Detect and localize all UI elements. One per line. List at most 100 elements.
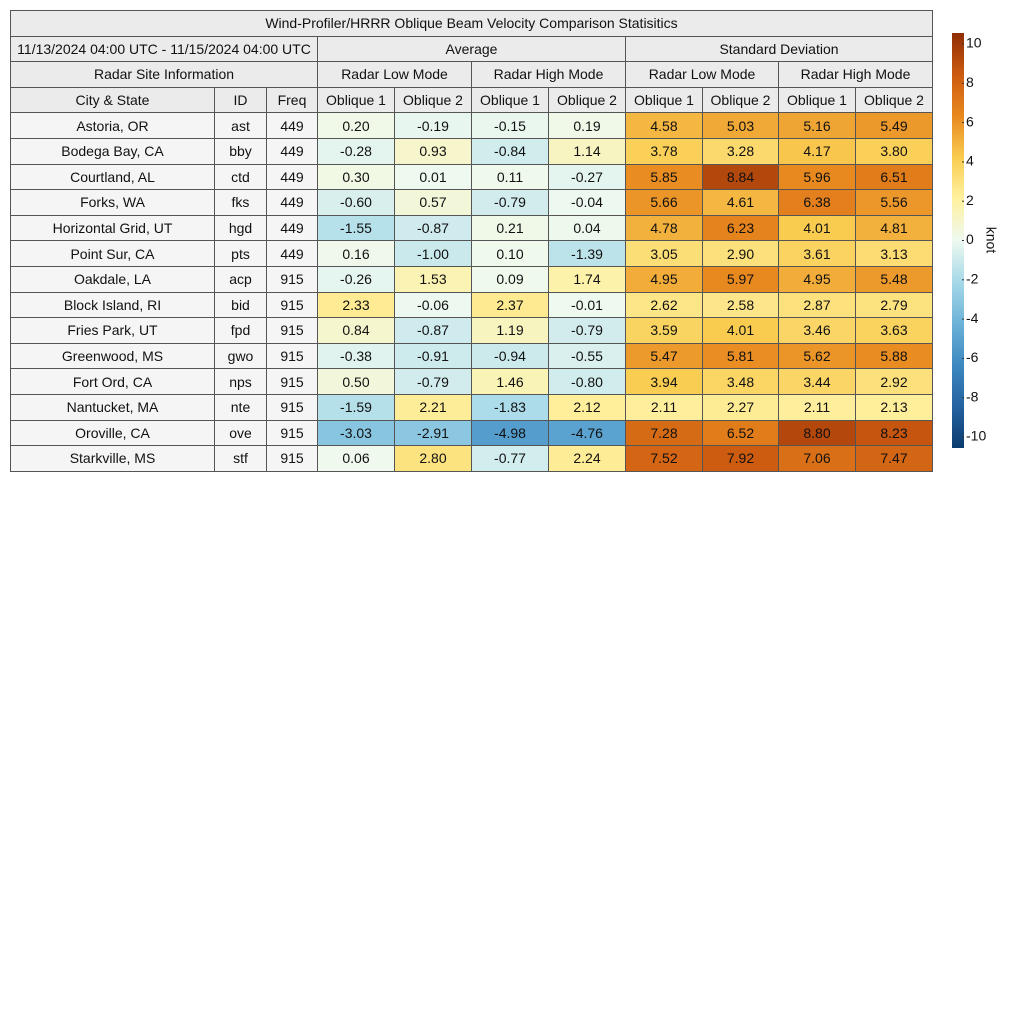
city: Fort Ord, CA (10, 368, 215, 395)
city: Block Island, RI (10, 291, 215, 319)
site-id: gwo (214, 342, 267, 370)
frequency: 915 (266, 393, 318, 421)
value-cell: 0.09 (471, 265, 549, 293)
value-cell: 1.53 (394, 265, 472, 293)
value-cell: 4.81 (855, 214, 933, 242)
value-cell: -0.91 (394, 342, 472, 370)
value-cell: 2.27 (702, 393, 779, 421)
value-cell: 0.11 (471, 163, 549, 191)
value-cell: 0.16 (317, 240, 395, 267)
value-cell: 2.87 (778, 291, 856, 319)
site-id: pts (214, 240, 267, 267)
row: Point Sur, CA pts 449 0.16 -1.00 0.10 -1.39 3.0… (10, 240, 933, 267)
value-cell: -1.83 (471, 393, 549, 421)
city: Courtland, AL (10, 163, 215, 191)
value-cell: 2.24 (548, 445, 626, 472)
colorbar-tick-label: 8 (966, 74, 974, 90)
frequency: 449 (266, 112, 318, 139)
value-cell: -0.77 (471, 445, 549, 472)
row: Oroville, CA ove 915 -3.03 -2.91 -4.98 -4.76 7.… (10, 419, 933, 447)
value-cell: 2.11 (625, 393, 703, 421)
value-cell: 0.93 (394, 137, 472, 165)
row: Greenwood, MS gwo 915 -0.38 -0.91 -0.94 -0.55 5… (10, 342, 933, 370)
value-cell: -0.60 (317, 189, 395, 216)
value-cell: 0.10 (471, 240, 549, 267)
mode-header: Radar High Mode (471, 61, 626, 88)
row: Block Island, RI bid 915 2.33 -0.06 2.37 -0.01… (10, 291, 933, 319)
colorbar-tick-label: 10 (966, 35, 982, 51)
value-cell: 5.03 (702, 112, 779, 139)
column-header: Oblique 2 (548, 86, 626, 114)
colorbar-tick-label: 0 (966, 231, 974, 247)
value-cell: 5.88 (855, 342, 933, 370)
frequency: 449 (266, 163, 318, 191)
city: Greenwood, MS (10, 342, 215, 370)
row: Oakdale, LA acp 915 -0.26 1.53 0.09 1.74 4.95 5.… (10, 265, 933, 293)
frequency: 915 (266, 419, 318, 447)
value-cell: -1.55 (317, 214, 395, 242)
colorbar-tick-label: -2 (966, 271, 979, 287)
value-cell: -0.55 (548, 342, 626, 370)
value-cell: 5.85 (625, 163, 703, 191)
value-cell: -0.01 (548, 291, 626, 319)
value-cell: 4.01 (778, 214, 856, 242)
site-id: acp (214, 265, 267, 293)
frequency: 915 (266, 445, 318, 472)
site-id: ove (214, 419, 267, 447)
value-cell: -2.91 (394, 419, 472, 447)
value-cell: -1.59 (317, 393, 395, 421)
value-cell: 5.49 (855, 112, 933, 139)
site-id: bid (214, 291, 267, 319)
column-header: Freq (266, 86, 318, 114)
value-cell: 0.21 (471, 214, 549, 242)
row: Astoria, OR ast 449 0.20 -0.19 -0.15 0.19 4.58 5… (10, 112, 933, 139)
value-cell: 2.80 (394, 445, 472, 472)
city: Bodega Bay, CA (10, 137, 215, 165)
value-cell: -0.19 (394, 112, 472, 139)
colorbar-tick-label: -4 (966, 310, 979, 326)
group-header: Standard Deviation (625, 35, 933, 63)
column-header: Oblique 2 (855, 86, 933, 114)
row: Nantucket, MA nte 915 -1.59 2.21 -1.83 2.12 2.1… (10, 393, 933, 421)
value-cell: -3.03 (317, 419, 395, 447)
value-cell: 7.06 (778, 445, 856, 472)
mode-header: Radar High Mode (778, 61, 933, 88)
value-cell: 4.58 (625, 112, 703, 139)
site-id: hgd (214, 214, 267, 242)
value-cell: -0.06 (394, 291, 472, 319)
value-cell: 2.12 (548, 393, 626, 421)
value-cell: 2.90 (702, 240, 779, 267)
value-cell: 5.62 (778, 342, 856, 370)
mode-header: Radar Low Mode (625, 61, 779, 88)
value-cell: 3.94 (625, 368, 703, 395)
value-cell: 4.17 (778, 137, 856, 165)
city: Horizontal Grid, UT (10, 214, 215, 242)
value-cell: 6.23 (702, 214, 779, 242)
value-cell: 3.63 (855, 317, 933, 344)
frequency: 915 (266, 265, 318, 293)
value-cell: 2.21 (394, 393, 472, 421)
value-cell: 5.66 (625, 189, 703, 216)
value-cell: 0.30 (317, 163, 395, 191)
value-cell: -0.84 (471, 137, 549, 165)
row: Fort Ord, CA nps 915 0.50 -0.79 1.46 -0.80 3.94… (10, 368, 933, 395)
colorbar-tick-label: -10 (966, 428, 986, 444)
value-cell: 3.44 (778, 368, 856, 395)
value-cell: -0.80 (548, 368, 626, 395)
row: Fries Park, UT fpd 915 0.84 -0.87 1.19 -0.79 3.… (10, 317, 933, 344)
value-cell: 5.56 (855, 189, 933, 216)
column-header: Oblique 2 (702, 86, 779, 114)
city: Starkville, MS (10, 445, 215, 472)
value-cell: 2.79 (855, 291, 933, 319)
frequency: 449 (266, 137, 318, 165)
value-cell: 8.23 (855, 419, 933, 447)
colorbar-ramp (952, 33, 964, 448)
mode-header: Radar Low Mode (317, 61, 472, 88)
value-cell: -0.28 (317, 137, 395, 165)
value-cell: 5.48 (855, 265, 933, 293)
value-cell: 4.61 (702, 189, 779, 216)
city: Fries Park, UT (10, 317, 215, 344)
value-cell: 0.20 (317, 112, 395, 139)
value-cell: 2.13 (855, 393, 933, 421)
frequency: 915 (266, 317, 318, 344)
